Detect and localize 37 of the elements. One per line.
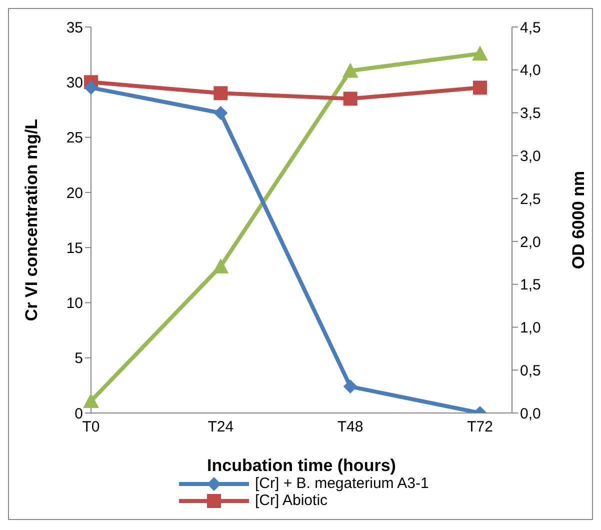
point — [214, 86, 228, 100]
y2-tick-label: 4,5 — [520, 19, 541, 36]
y2-tick-label: 2,0 — [520, 234, 541, 251]
y-tick-label: 0 — [74, 405, 83, 422]
y-tick-label: 15 — [66, 240, 83, 257]
x-tick-label: T24 — [208, 418, 234, 436]
y-tick-label: 20 — [66, 184, 83, 202]
y-tick-label: 30 — [66, 74, 83, 92]
point — [342, 62, 358, 78]
y-tick-label: 35 — [66, 19, 83, 36]
point — [83, 392, 99, 408]
y2-axis-title: OD 6000 nm — [569, 170, 588, 270]
x-tick-label: T0 — [82, 418, 100, 436]
y-tick-label: 25 — [66, 130, 83, 147]
y2-tick-label: 3,0 — [520, 148, 541, 165]
x-tick-label: T72 — [467, 418, 493, 436]
y2-tick-label: 0,5 — [520, 362, 541, 380]
x-tick-label: T48 — [337, 418, 364, 436]
legend-label: [Cr] Abiotic — [255, 492, 328, 509]
y2-tick-label: 1,5 — [520, 276, 541, 294]
y2-tick-label: 3,5 — [520, 105, 541, 122]
y-axis-title: Cr VI concentration mg/L — [22, 118, 42, 322]
point — [473, 80, 487, 95]
point — [472, 46, 488, 61]
y2-tick-label: 0,0 — [520, 405, 541, 422]
y2-tick-label: 4,0 — [520, 62, 541, 80]
y-tick-label: 5 — [74, 350, 83, 368]
y-tick-label: 10 — [66, 295, 83, 312]
point — [343, 380, 358, 394]
point — [214, 106, 228, 120]
y2-tick-label: 1,0 — [520, 320, 541, 337]
x-axis-title: Incubation time (hours) — [207, 456, 396, 475]
legend-label: [Cr] + B. megaterium A3-1 — [255, 475, 429, 492]
point — [84, 80, 98, 95]
point — [343, 92, 358, 106]
y2-tick-label: 2,5 — [520, 190, 541, 208]
point — [212, 258, 229, 274]
